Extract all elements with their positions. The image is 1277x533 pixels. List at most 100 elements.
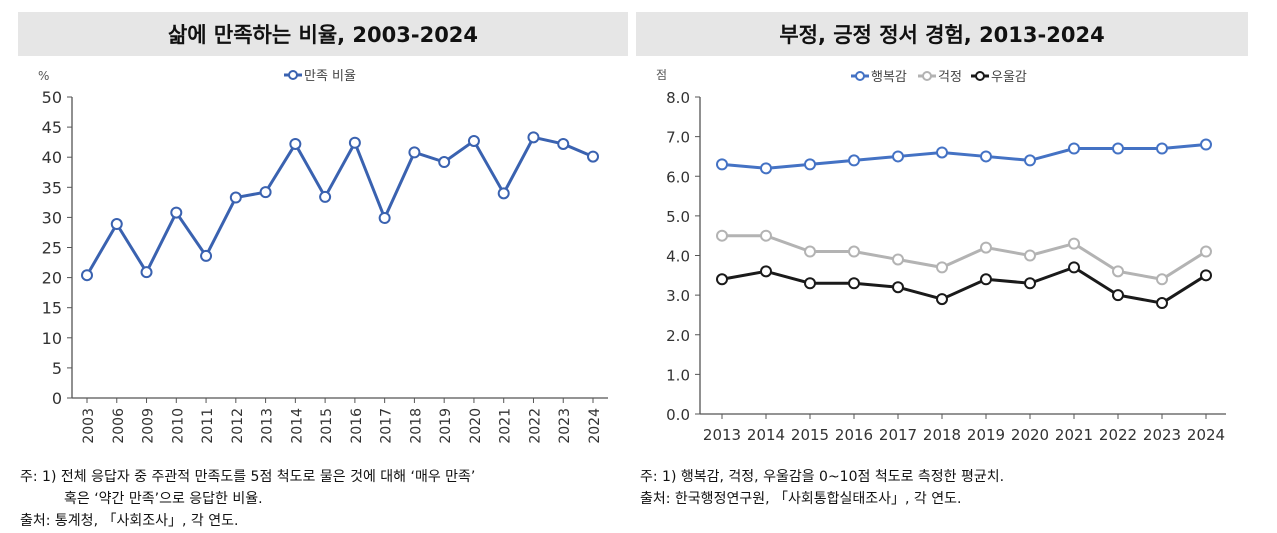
data-point [348,136,361,149]
legend-marker [855,71,865,81]
right-source: 출처: 한국행정연구원, 「사회통합실태조사」, 각 연도. [640,491,962,507]
legend-label: 만족 비율 [304,69,356,84]
x-tick-label: 2011 [200,408,216,444]
y-tick-label: 8.0 [666,89,690,107]
x-tick-label: 2017 [379,408,395,444]
y-tick-label: 0.0 [666,406,690,424]
data-point [1200,245,1212,258]
x-tick-label: 2016 [835,426,873,444]
emotion-chart: 0.0 1.0 2.0 3.0 4.0 5.0 6.0 7.0 8.0 점 2013 2014 2015… [656,68,1226,444]
data-point [557,137,570,150]
legend-label: 우울감 [991,70,1027,85]
data-point [1068,142,1080,155]
data-point [1112,289,1124,302]
legend-label: 행복감 [871,69,907,85]
data-point [716,273,728,286]
data-point [1024,277,1036,290]
data-point [1068,261,1080,274]
data-point [1068,237,1080,250]
data-point [936,146,948,159]
x-tick-label: 2018 [408,408,424,444]
data-point [140,266,153,279]
y-tick-label: 6.0 [666,168,690,186]
data-point [760,229,772,242]
x-tick-label: 2013 [260,408,276,444]
data-point [892,150,904,163]
data-point [1156,297,1168,310]
x-tick-label: 2012 [230,408,246,444]
x-tick-label: 2022 [1099,426,1137,444]
x-tick-label: 2014 [289,408,305,444]
x-tick-label: 2006 [111,408,127,444]
data-point [892,253,904,266]
y-tick-label: 7.0 [666,129,690,147]
data-point [1024,154,1036,167]
data-point [848,277,860,290]
x-tick-label: 2024 [1187,426,1225,444]
right-note-1: 주: 1) 행복감, 걱정, 우울감을 0~10점 척도로 측정한 평균치. [640,469,1005,485]
x-tick-label: 2010 [170,408,186,444]
x-tick-label: 2013 [703,426,741,444]
y-tick-label: 3.0 [666,287,690,305]
data-point [760,162,772,175]
data-point [892,281,904,294]
data-point [200,249,213,262]
data-point [229,191,242,204]
y-tick-label: 2.0 [666,327,690,345]
data-point [170,206,183,219]
x-tick-label: 2023 [557,408,573,444]
data-point [1112,265,1124,278]
data-point [804,277,816,290]
y-tick-label: 1.0 [666,366,690,384]
x-tick-label: 2020 [468,408,484,444]
y-tick-label: 30 [42,208,62,227]
y-tick-label: 50 [42,88,62,107]
legend-marker [975,71,985,81]
data-point [1156,273,1168,286]
data-point [438,156,451,169]
x-tick-label: 2020 [1011,426,1049,444]
series-line-행복감 [721,143,1207,170]
data-point [980,241,992,254]
x-tick-label: 2021 [498,408,514,444]
data-point [848,245,860,258]
left-note-1: 주: 1) 전체 응답자 중 주관적 만족도를 5점 척도로 물은 것에 대해 … [20,469,476,485]
x-tick-label: 2022 [527,408,543,444]
data-point [804,245,816,258]
left-chart-title: 삶에 만족하는 비율, 2003-2024 [18,12,628,56]
left-source: 출처: 통계청, 「사회조사」, 각 연도. [20,513,239,529]
y-tick-label: 0 [52,389,62,408]
data-point [716,158,728,171]
data-point [527,131,540,144]
x-tick-label: 2021 [1055,426,1093,444]
data-point [1200,269,1212,282]
y-tick-label: 5.0 [666,208,690,226]
y-tick-label: 25 [42,239,62,258]
x-tick-label: 2019 [967,426,1005,444]
x-tick-label: 2014 [747,426,785,444]
data-point [1156,142,1168,155]
series-line-우울감 [721,265,1207,305]
x-tick-label: 2023 [1143,426,1181,444]
x-tick-label: 2017 [879,426,917,444]
data-point [980,150,992,163]
data-point [936,261,948,274]
data-point [408,146,421,159]
data-point [467,134,480,147]
series-line-만족 비율 [85,135,594,276]
data-point [936,293,948,306]
x-tick-label: 2016 [349,408,365,444]
x-tick-label: 2003 [81,408,97,444]
data-point [587,150,599,163]
y-tick-label: 4.0 [666,248,690,266]
data-point [110,218,123,231]
legend-marker [288,70,298,80]
data-point [497,187,510,200]
data-point [378,212,391,225]
right-chart-title: 부정, 긍정 정서 경험, 2013-2024 [636,12,1248,56]
data-point [81,269,93,282]
legend-label: 걱정 [938,70,962,85]
x-tick-label: 2024 [587,408,603,444]
data-point [804,158,816,171]
x-tick-label: 2009 [141,408,157,444]
